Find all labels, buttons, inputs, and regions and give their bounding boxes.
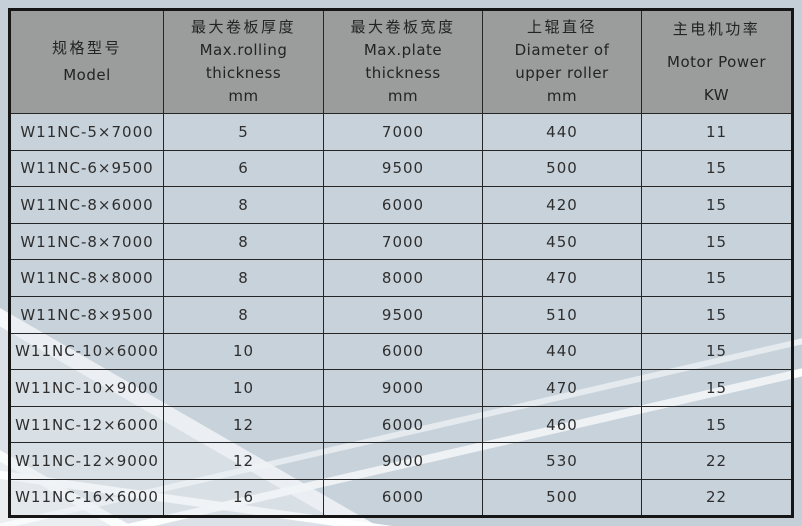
spec-value-cell: 5 xyxy=(163,113,324,151)
column-header-1: 最大卷板厚度 Max.rolling thickness mm xyxy=(163,9,324,114)
header-line: Motor Power xyxy=(667,52,766,71)
table-row: W11NC-8×7000 8 7000 450 15 xyxy=(9,222,793,261)
header-line: thickness xyxy=(205,64,282,82)
spec-value-cell: 440 xyxy=(482,332,642,371)
spec-value-cell: 9500 xyxy=(323,149,483,188)
model-cell: W11NC-8×9500 xyxy=(9,295,164,334)
table-row: W11NC-12×6000 12 6000 460 15 xyxy=(9,405,793,444)
column-header-2: 最大卷板宽度 Max.plate thickness mm xyxy=(323,9,483,114)
table-row: W11NC-16×6000 16 6000 500 22 xyxy=(9,478,793,517)
spec-value-cell: 15 xyxy=(641,186,793,224)
spec-value-cell: 15 xyxy=(641,259,793,297)
spec-value-cell: 10 xyxy=(163,369,324,407)
table-row: W11NC-8×8000 8 8000 470 15 xyxy=(9,259,793,297)
table-row: W11NC-5×7000 5 7000 440 11 xyxy=(9,113,793,151)
spec-value-cell: 500 xyxy=(482,149,642,188)
model-cell: W11NC-12×9000 xyxy=(9,442,164,480)
spec-value-cell: 15 xyxy=(641,149,793,188)
model-cell: W11NC-8×6000 xyxy=(9,186,164,224)
header-line: 最大卷板宽度 xyxy=(350,18,456,36)
header-line: Max.rolling xyxy=(199,41,288,59)
header-line: KW xyxy=(703,85,730,104)
spec-value-cell: 420 xyxy=(482,186,642,224)
spec-value-cell: 6 xyxy=(163,149,324,188)
model-cell: W11NC-16×6000 xyxy=(9,478,164,517)
column-header-0: 规格型号 Model xyxy=(9,9,164,114)
table-header-row: 规格型号 Model 最大卷板厚度 Max.rolling thickness mm 最大卷… xyxy=(9,9,793,114)
spec-value-cell: 8 xyxy=(163,186,324,224)
spec-value-cell: 15 xyxy=(641,222,793,261)
column-header-4: 主电机功率 Motor Power KW xyxy=(641,9,793,114)
header-line: Max.plate xyxy=(363,41,443,59)
table-row: W11NC-6×9500 6 9500 500 15 xyxy=(9,149,793,188)
spec-value-cell: 15 xyxy=(641,369,793,407)
spec-value-cell: 12 xyxy=(163,405,324,444)
spec-value-cell: 500 xyxy=(482,478,642,517)
model-cell: W11NC-6×9500 xyxy=(9,149,164,188)
spec-value-cell: 510 xyxy=(482,295,642,334)
spec-value-cell: 11 xyxy=(641,113,793,151)
spec-value-cell: 22 xyxy=(641,442,793,480)
spec-value-cell: 450 xyxy=(482,222,642,261)
model-cell: W11NC-8×8000 xyxy=(9,259,164,297)
spec-value-cell: 9500 xyxy=(323,295,483,334)
table-row: W11NC-12×9000 12 9000 530 22 xyxy=(9,442,793,480)
spec-value-cell: 9000 xyxy=(323,442,483,480)
spec-value-cell: 470 xyxy=(482,369,642,407)
header-line: mm xyxy=(387,87,419,105)
spec-value-cell: 8 xyxy=(163,222,324,261)
spec-value-cell: 7000 xyxy=(323,222,483,261)
model-cell: W11NC-8×7000 xyxy=(9,222,164,261)
header-line: Diameter of xyxy=(514,41,610,59)
spec-value-cell: 15 xyxy=(641,295,793,334)
header-line: 主电机功率 xyxy=(672,19,761,38)
spec-value-cell: 460 xyxy=(482,405,642,444)
model-cell: W11NC-10×9000 xyxy=(9,369,164,407)
model-cell: W11NC-10×6000 xyxy=(9,332,164,371)
spec-value-cell: 10 xyxy=(163,332,324,371)
header-line: upper roller xyxy=(515,64,609,82)
header-line: Model xyxy=(63,66,111,84)
header-line: 最大卷板厚度 xyxy=(190,18,296,36)
spec-value-cell: 15 xyxy=(641,332,793,371)
spec-value-cell: 6000 xyxy=(323,405,483,444)
table-row: W11NC-10×9000 10 9000 470 15 xyxy=(9,369,793,407)
table-header: 规格型号 Model 最大卷板厚度 Max.rolling thickness mm 最大卷… xyxy=(9,9,793,114)
spec-value-cell: 440 xyxy=(482,113,642,151)
header-line: mm xyxy=(546,87,578,105)
table-body: W11NC-5×7000 5 7000 440 11 W11NC-6×9500 6 9500 5… xyxy=(9,113,793,517)
column-header-3: 上辊直径 Diameter of upper roller mm xyxy=(482,9,642,114)
table-row: W11NC-10×6000 10 6000 440 15 xyxy=(9,332,793,371)
spec-value-cell: 8000 xyxy=(323,259,483,297)
table-row: W11NC-8×6000 8 6000 420 15 xyxy=(9,186,793,224)
header-line: 规格型号 xyxy=(51,39,122,57)
header-line: mm xyxy=(228,87,259,105)
model-cell: W11NC-5×7000 xyxy=(9,113,164,151)
spec-value-cell: 6000 xyxy=(323,478,483,517)
spec-value-cell: 8 xyxy=(163,295,324,334)
spec-value-cell: 8 xyxy=(163,259,324,297)
spec-value-cell: 530 xyxy=(482,442,642,480)
spec-value-cell: 15 xyxy=(641,405,793,444)
spec-value-cell: 470 xyxy=(482,259,642,297)
spec-table: 规格型号 Model 最大卷板厚度 Max.rolling thickness mm 最大卷… xyxy=(8,8,794,518)
spec-value-cell: 9000 xyxy=(323,369,483,407)
spec-value-cell: 22 xyxy=(641,478,793,517)
header-line: thickness xyxy=(365,64,441,82)
header-line: 上辊直径 xyxy=(526,18,597,36)
spec-value-cell: 12 xyxy=(163,442,324,480)
spec-value-cell: 7000 xyxy=(323,113,483,151)
spec-value-cell: 16 xyxy=(163,478,324,517)
spec-value-cell: 6000 xyxy=(323,332,483,371)
table-row: W11NC-8×9500 8 9500 510 15 xyxy=(9,295,793,334)
model-cell: W11NC-12×6000 xyxy=(9,405,164,444)
spec-value-cell: 6000 xyxy=(323,186,483,224)
